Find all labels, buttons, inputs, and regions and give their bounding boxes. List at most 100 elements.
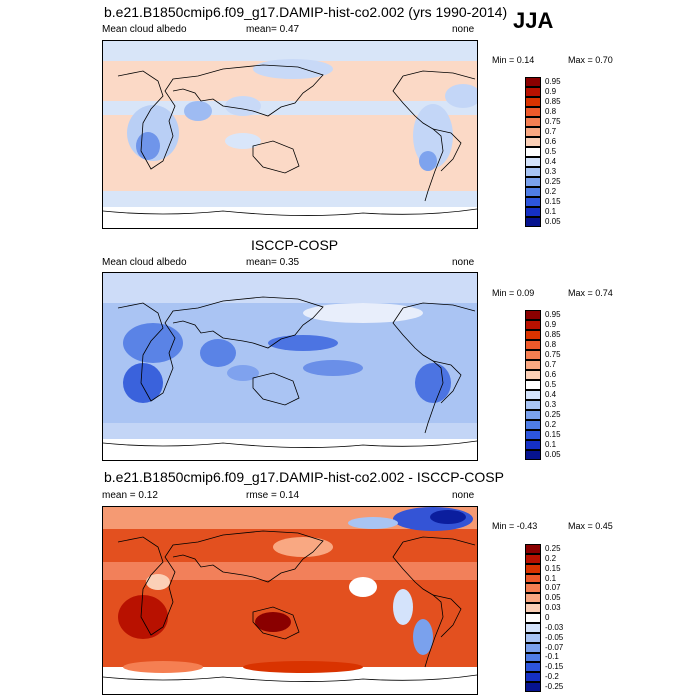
panel2-max-label: Max = 0.74 [568,288,613,298]
panel3-title: b.e21.B1850cmip6.f09_g17.DAMIP-hist-co2.… [104,469,504,485]
colorbar-level-label: 0.6 [545,370,557,379]
colorbar-swatch [525,430,541,440]
colorbar-level-label: 0.1 [545,207,557,216]
colorbar-level-label: 0.9 [545,87,557,96]
colorbar-swatch [525,370,541,380]
colorbar-swatch [525,340,541,350]
colorbar-level-label: 0.2 [545,420,557,429]
panel1-min-label: Min = 0.14 [492,55,535,65]
colorbar-swatch [525,137,541,147]
panel2-mean-label: mean= 0.35 [246,257,300,268]
colorbar-swatch [525,167,541,177]
colorbar-level-label: 0.2 [545,553,557,563]
colorbar-swatch [525,330,541,340]
colorbar-swatch [525,632,541,643]
colorbar-level-label: -0.05 [545,632,564,642]
colorbar-level-label: 0.15 [545,430,561,439]
colorbar-level-label: -0.25 [545,682,564,692]
colorbar-swatch [525,187,541,197]
colorbar-level-label: 0.4 [545,390,557,399]
colorbar-swatch [525,117,541,127]
colorbar-level-label: 0.3 [545,400,557,409]
colorbar-swatch [525,380,541,390]
colorbar-level-label: 0.5 [545,380,557,389]
panel3-min-label: Min = -0.43 [492,521,538,531]
panel1-map-field [103,41,477,228]
colorbar-swatch [525,207,541,217]
colorbar-swatch [525,553,541,564]
colorbar-level-label: 0.6 [545,137,557,146]
colorbar-swatch [525,440,541,450]
panel3-map [102,506,478,695]
colorbar-level-label: 0.8 [545,107,557,116]
colorbar-swatch [525,360,541,370]
colorbar-swatch [525,390,541,400]
colorbar-level-label: 0.9 [545,320,557,329]
colorbar-swatch [525,672,541,683]
colorbar-swatch [525,420,541,430]
colorbar-swatch [525,127,541,137]
panel3-map-field [103,507,477,694]
colorbar-level-label: 0.25 [545,177,561,186]
colorbar-swatch [525,450,541,460]
colorbar-swatch [525,157,541,167]
colorbar-swatch [525,603,541,614]
panel3-units-label: none [452,490,475,501]
panel2-map [102,272,478,461]
colorbar-swatch [525,682,541,692]
panel1-units-label: none [452,24,475,35]
colorbar-level-label: 0.1 [545,573,557,583]
colorbar-level-label: 0.95 [545,310,561,319]
colorbar-swatch [525,613,541,623]
panel1-variable-label: Mean cloud albedo [102,24,187,35]
panel2-variable-label: Mean cloud albedo [102,257,187,268]
panel1-colorbar: 0.95 0.9 0.85 0.8 0.75 0.7 0.6 0.5 0.4 0.3 0.25 0.2… [525,77,561,227]
colorbar-swatch [525,107,541,117]
colorbar-level-label: 0.1 [545,440,557,449]
colorbar-swatch [525,573,541,584]
panel2-map-field [103,273,477,460]
colorbar-swatch [525,177,541,187]
colorbar-swatch [525,593,541,604]
colorbar-swatch [525,310,541,320]
colorbar-level-label: 0.05 [545,217,561,226]
colorbar-swatch [525,147,541,157]
colorbar-level-label: -0.15 [545,662,564,672]
colorbar-level-label: 0.85 [545,97,561,106]
colorbar-level-label: 0.05 [545,593,561,603]
colorbar-level-label: 0.85 [545,330,561,339]
colorbar-level-label: 0.15 [545,197,561,206]
season-label: JJA [513,8,554,33]
colorbar-level-label: -0.2 [545,672,559,682]
colorbar-swatch [525,622,541,633]
colorbar-level-label: 0.2 [545,187,557,196]
panel1-map [102,40,478,229]
panel3-colorbar: 0.25 0.2 0.15 0.1 0.07 0.05 0.03 0 -0.03 -0.05 -0.… [525,544,563,692]
panel1-mean-label: mean= 0.47 [246,24,300,35]
panel1-title: b.e21.B1850cmip6.f09_g17.DAMIP-hist-co2.… [104,4,508,20]
colorbar-level-label: -0.03 [545,622,564,632]
colorbar-level-label: 0.7 [545,360,557,369]
colorbar-swatch [525,87,541,97]
colorbar-swatch [525,583,541,594]
colorbar-swatch [525,652,541,663]
colorbar-level-label: 0.75 [545,350,561,359]
colorbar-level-label: 0.15 [545,563,561,573]
colorbar-level-label: 0.75 [545,117,561,126]
panel2-title: ISCCP-COSP [251,237,339,253]
colorbar-level-label: 0.95 [545,77,561,86]
colorbar-level-label: -0.1 [545,652,559,662]
colorbar-swatch [525,544,541,554]
colorbar-swatch [525,662,541,673]
colorbar-level-label: 0.7 [545,127,557,136]
panel2-colorbar: 0.95 0.9 0.85 0.8 0.75 0.7 0.6 0.5 0.4 0.3 0.25 0.2… [525,310,561,460]
colorbar-swatch [525,642,541,653]
panel1-max-label: Max = 0.70 [568,55,613,65]
colorbar-level-label: 0 [545,613,550,622]
colorbar-level-label: 0.25 [545,410,561,419]
colorbar-level-label: -0.07 [545,642,564,652]
panel3-max-label: Max = 0.45 [568,521,613,531]
colorbar-swatch [525,400,541,410]
colorbar-level-label: 0.07 [545,583,561,593]
colorbar-level-label: 0.4 [545,157,557,166]
